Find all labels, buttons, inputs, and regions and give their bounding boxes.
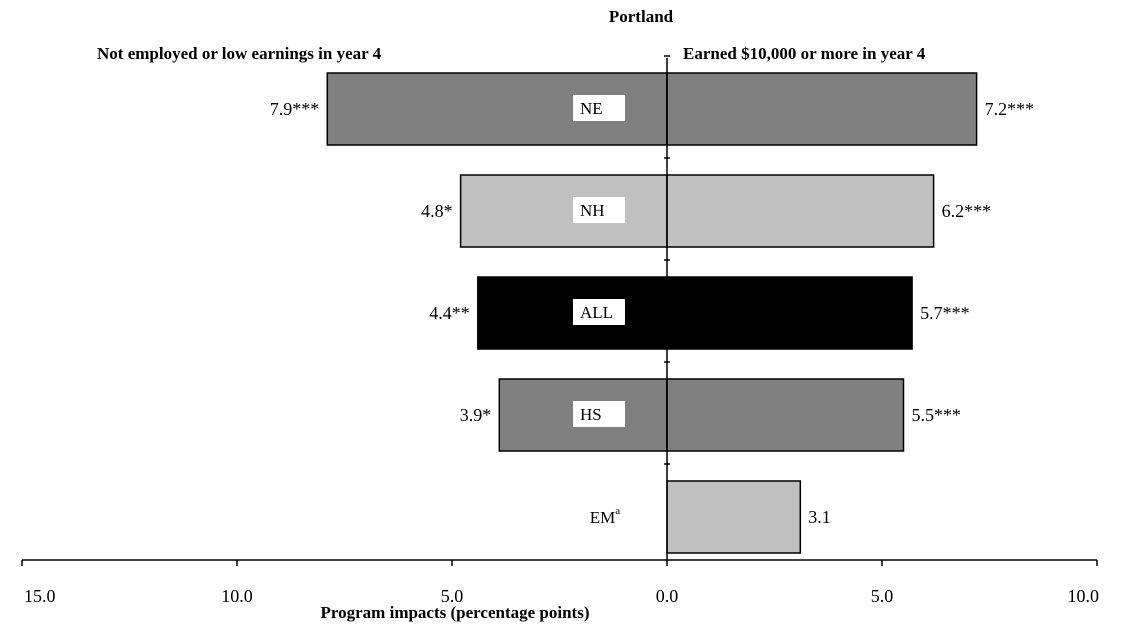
value-label-right-all: 5.7***	[920, 303, 970, 323]
x-tick-label: 5.0	[441, 586, 464, 606]
x-tick-label: 15.0	[24, 586, 56, 606]
value-label-left-ne: 7.9***	[270, 99, 320, 119]
bar-right-ne	[666, 72, 978, 146]
value-label-right-em: 3.1	[808, 507, 831, 527]
x-tick-label: 0.0	[656, 586, 679, 606]
axis-layer: 15.0 10.0 5.0 0.0 5.0 10.0	[21, 55, 1100, 606]
bars-layer: 7.9*** 7.2*** NE 4.8* 6.2*** NH 4.4** 5.7*** ALL…	[270, 72, 1035, 554]
category-label-nh: NH	[580, 201, 605, 220]
x-tick-label: 5.0	[871, 586, 894, 606]
bar-left-nh	[459, 174, 668, 248]
left-heading: Not employed or low earnings in year 4	[97, 44, 382, 63]
x-tick-label: 10.0	[1068, 586, 1100, 606]
category-label-box-nh	[573, 197, 625, 223]
x-tick-label: 10.0	[221, 586, 253, 606]
chart-title: Portland	[609, 7, 674, 26]
category-label-box-ne	[573, 95, 625, 121]
bar-right-em	[666, 480, 802, 554]
value-label-right-ne: 7.2***	[985, 99, 1035, 119]
category-label-all: ALL	[580, 303, 613, 322]
value-label-left-hs: 3.9*	[460, 405, 492, 425]
category-label-box-all	[573, 299, 625, 325]
value-label-right-hs: 5.5***	[912, 405, 962, 425]
bar-right-nh	[666, 174, 935, 248]
category-label-hs: HS	[580, 405, 602, 424]
bar-left-all	[477, 276, 668, 350]
category-label-em: EMa	[590, 505, 621, 527]
bar-right-hs	[666, 378, 905, 452]
category-label-box-hs	[573, 401, 625, 427]
right-heading: Earned $10,000 or more in year 4	[683, 44, 926, 63]
category-label-ne: NE	[580, 99, 603, 118]
bar-right-all	[666, 276, 913, 350]
value-label-left-nh: 4.8*	[421, 201, 453, 221]
x-axis-label: Program impacts (percentage points)	[321, 603, 590, 622]
value-label-right-nh: 6.2***	[942, 201, 992, 221]
value-label-left-all: 4.4**	[429, 303, 470, 323]
